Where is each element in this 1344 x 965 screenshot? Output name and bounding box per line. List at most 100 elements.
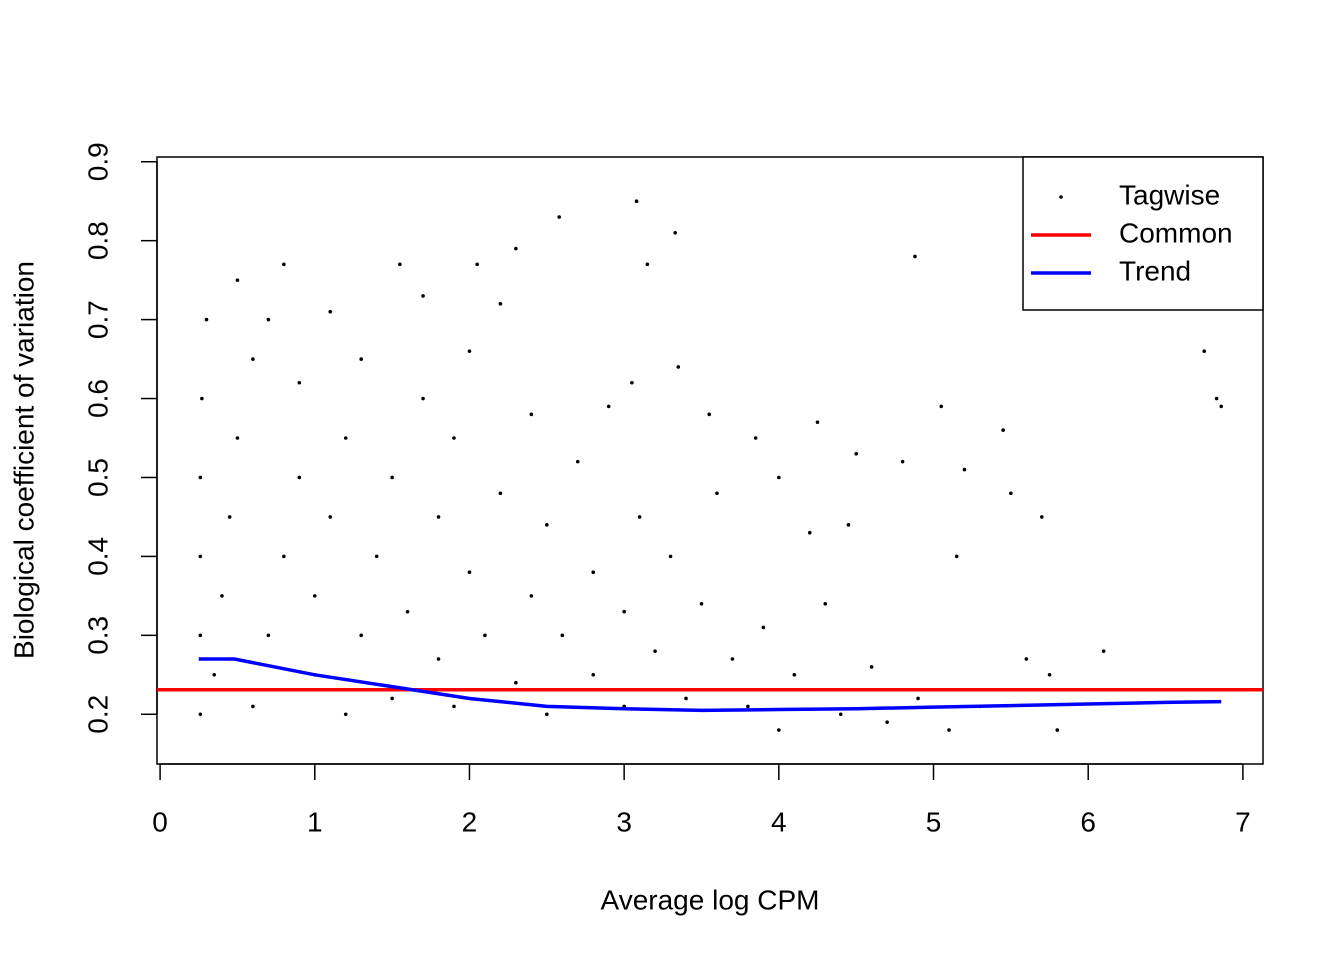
- data-point: [792, 673, 797, 677]
- data-point: [634, 199, 639, 204]
- data-point: [606, 404, 611, 409]
- data-point: [198, 633, 203, 638]
- data-point: [343, 436, 348, 440]
- trend-line: [198, 657, 1222, 713]
- data-point: [653, 649, 657, 653]
- data-point: [235, 436, 240, 440]
- x-tick-label: 0: [152, 806, 168, 837]
- data-point: [1009, 491, 1013, 496]
- y-tick-label: 0.5: [82, 458, 113, 497]
- data-point: [854, 451, 858, 456]
- data-point: [198, 475, 203, 480]
- data-point: [251, 704, 255, 709]
- data-point: [1214, 396, 1219, 401]
- data-point: [730, 657, 735, 661]
- data-point: [529, 594, 534, 598]
- data-point: [198, 554, 203, 559]
- data-point: [359, 633, 363, 638]
- data-point: [707, 412, 712, 417]
- data-point: [251, 357, 255, 361]
- data-point: [916, 696, 920, 701]
- x-tick-label: 1: [307, 806, 323, 837]
- data-point: [885, 720, 889, 724]
- data-point: [514, 246, 518, 251]
- data-point: [328, 515, 333, 519]
- data-point: [761, 625, 766, 630]
- data-point: [591, 673, 596, 677]
- data-point: [328, 309, 333, 314]
- data-point: [343, 712, 348, 717]
- data-point: [637, 515, 642, 519]
- data-point: [673, 230, 677, 235]
- data-point: [452, 704, 456, 709]
- data-point: [1219, 404, 1224, 409]
- y-tick-label: 0.4: [82, 537, 113, 576]
- data-point: [777, 728, 781, 732]
- y-tick-label: 0.9: [82, 142, 113, 181]
- data-point: [421, 294, 425, 298]
- data-point: [939, 404, 944, 409]
- data-point: [846, 523, 851, 527]
- data-point: [452, 436, 456, 440]
- data-point: [753, 436, 758, 440]
- x-tick-label: 6: [1080, 806, 1096, 837]
- data-point: [815, 420, 820, 425]
- data-point: [1040, 515, 1044, 519]
- legend-symbol: [1059, 195, 1063, 199]
- data-point: [398, 262, 402, 267]
- data-point: [467, 349, 472, 353]
- data-point: [312, 594, 317, 598]
- data-point: [962, 467, 967, 472]
- y-tick-label: 0.8: [82, 221, 113, 260]
- data-point: [557, 215, 561, 219]
- data-point: [297, 475, 302, 480]
- data-point: [421, 396, 425, 401]
- data-point: [684, 696, 688, 701]
- data-point: [374, 554, 379, 559]
- data-point: [204, 317, 209, 322]
- x-axis-label: Average log CPM: [601, 884, 820, 915]
- y-tick-label: 0.3: [82, 616, 113, 655]
- data-point: [545, 712, 549, 717]
- data-point: [777, 475, 781, 480]
- data-point: [282, 554, 286, 559]
- data-point: [297, 380, 302, 385]
- data-point: [467, 570, 472, 574]
- data-point: [390, 696, 394, 701]
- data-point: [235, 278, 240, 282]
- data-point: [591, 570, 596, 574]
- data-point: [200, 396, 204, 401]
- data-point: [823, 601, 828, 606]
- data-point: [436, 657, 441, 661]
- data-point: [676, 365, 681, 369]
- y-tick-label: 0.6: [82, 379, 113, 418]
- data-point: [1024, 657, 1029, 661]
- data-point: [545, 523, 549, 527]
- data-point: [390, 475, 394, 480]
- data-point: [498, 491, 503, 496]
- data-point: [266, 633, 271, 638]
- data-point: [900, 459, 905, 464]
- data-point: [529, 412, 534, 417]
- legend-label: Trend: [1119, 255, 1191, 286]
- data-point: [715, 491, 719, 496]
- data-point: [630, 380, 634, 385]
- data-point: [807, 530, 812, 535]
- data-point: [212, 673, 217, 677]
- data-point: [282, 262, 286, 267]
- data-point: [699, 601, 704, 606]
- data-point: [913, 254, 917, 259]
- x-tick-label: 5: [926, 806, 942, 837]
- data-point: [359, 357, 363, 361]
- data-point: [838, 712, 843, 717]
- data-point: [198, 712, 203, 717]
- data-point: [220, 594, 224, 598]
- data-point: [668, 554, 673, 559]
- y-tick-label: 0.7: [82, 300, 113, 339]
- data-point: [1055, 728, 1060, 732]
- data-point: [227, 515, 232, 519]
- data-point: [1202, 349, 1207, 353]
- data-point: [622, 609, 626, 614]
